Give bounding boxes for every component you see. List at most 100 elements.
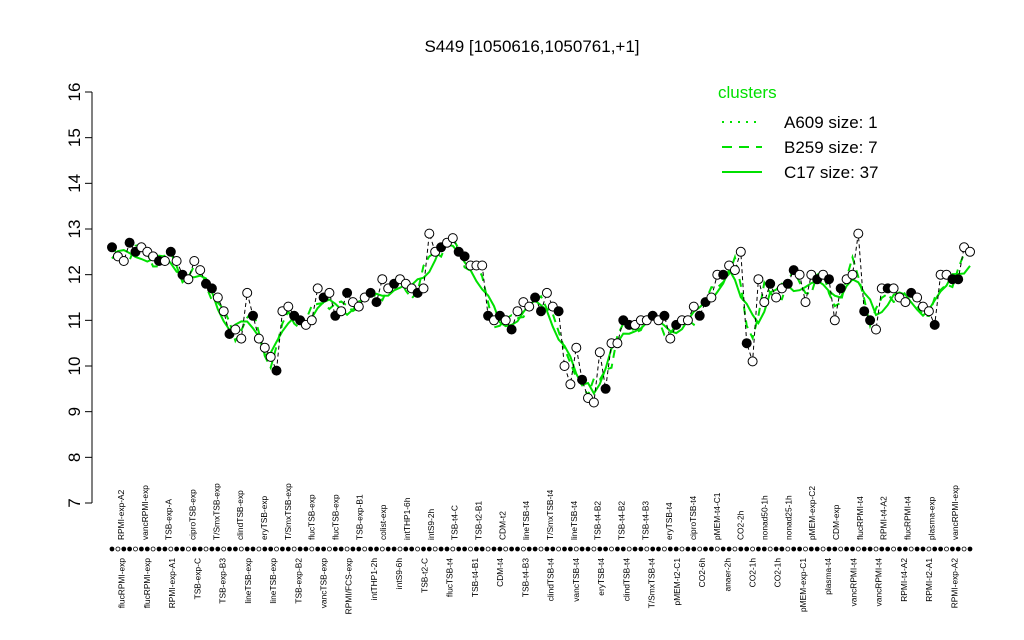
category-label: TSB-exp-B3 bbox=[218, 558, 228, 604]
data-point bbox=[183, 274, 194, 285]
rug-marker bbox=[879, 546, 885, 552]
rug-marker bbox=[109, 546, 115, 552]
legend-label-c17: C17 size: 37 bbox=[784, 163, 879, 182]
category-label: T/SmxTSB-t4 bbox=[545, 489, 555, 540]
rug-marker bbox=[309, 546, 315, 552]
rug-marker bbox=[291, 546, 297, 552]
rug-marker bbox=[274, 546, 279, 552]
category-label: TSB-t4-C bbox=[450, 505, 460, 540]
rug-marker bbox=[808, 546, 814, 552]
rug-marker bbox=[515, 546, 520, 552]
rug-marker bbox=[303, 546, 309, 552]
category-label: TSB-t2-B1 bbox=[473, 501, 483, 540]
rug-marker bbox=[814, 546, 820, 552]
rug-marker bbox=[820, 546, 826, 552]
rug-marker bbox=[215, 546, 221, 552]
rug-marker bbox=[744, 546, 750, 552]
rug-marker bbox=[761, 546, 767, 552]
data-point bbox=[824, 274, 834, 285]
rug-marker bbox=[379, 546, 385, 552]
rug-marker bbox=[867, 546, 873, 552]
x-labels-bottom: flucRPMI-exp flucRPMI-exp RPMI-exp-A1 TSB-e… bbox=[117, 558, 960, 615]
rug-marker bbox=[897, 546, 902, 552]
data-point bbox=[588, 397, 599, 408]
data-point bbox=[953, 274, 964, 285]
category-label: vancRPMI-exp bbox=[950, 485, 960, 540]
data-point bbox=[782, 278, 793, 289]
category-label: TSB-exp-C bbox=[192, 558, 202, 599]
rug-marker bbox=[844, 546, 849, 552]
data-point bbox=[259, 342, 270, 353]
rug-marker bbox=[861, 546, 867, 552]
category-label: colist-exp bbox=[378, 504, 388, 540]
rug-marker bbox=[950, 546, 955, 552]
rug-marker bbox=[544, 546, 550, 552]
data-point bbox=[859, 306, 870, 317]
category-label: flucTSB-exp bbox=[330, 494, 340, 540]
category-label: eryTSB-t4 bbox=[596, 558, 606, 596]
category-label: vancRPMI-t4 bbox=[848, 558, 858, 607]
data-point bbox=[847, 269, 858, 280]
rug-marker bbox=[315, 546, 321, 552]
rug-marker bbox=[603, 546, 608, 552]
rug-marker bbox=[197, 546, 203, 552]
category-label: ciproTSB-exp bbox=[187, 489, 197, 540]
category-label: TSB-exp-B1 bbox=[354, 494, 364, 540]
y-tick-label: 12 bbox=[65, 265, 84, 284]
data-point bbox=[236, 333, 247, 344]
category-label: flucRPMI-t4 bbox=[855, 496, 865, 540]
category-label: ciproTSB-t4 bbox=[688, 495, 698, 540]
category-label: nonad50-1h bbox=[759, 495, 769, 540]
data-point bbox=[218, 306, 229, 317]
data-point bbox=[871, 324, 881, 335]
category-label: clindTSB-exp bbox=[235, 490, 245, 540]
rug-marker bbox=[967, 546, 973, 552]
rug-marker bbox=[556, 546, 561, 552]
category-label: RPMI-t2-A1 bbox=[924, 558, 934, 602]
rug-marker bbox=[444, 546, 450, 552]
data-point bbox=[682, 315, 693, 326]
rug-marker bbox=[144, 546, 150, 552]
data-point bbox=[800, 297, 811, 308]
rug-marker bbox=[908, 546, 914, 552]
data-point bbox=[418, 283, 429, 294]
category-label: RPMI-t4-A2 bbox=[879, 496, 889, 540]
data-point bbox=[371, 297, 382, 308]
series-polyline bbox=[111, 233, 971, 404]
legend-title: clusters bbox=[718, 83, 777, 102]
rug-marker bbox=[903, 546, 908, 552]
data-point bbox=[524, 301, 535, 312]
data-point bbox=[659, 310, 670, 321]
data-point bbox=[242, 287, 253, 298]
rug-marker bbox=[826, 546, 832, 552]
category-label: RPMI-exp-A2 bbox=[949, 558, 959, 609]
rug-marker bbox=[362, 546, 368, 552]
rug-marker bbox=[150, 546, 156, 552]
category-label: eryTSB-exp bbox=[259, 495, 269, 540]
data-point bbox=[571, 342, 582, 353]
rug-marker bbox=[238, 546, 244, 552]
rug-marker bbox=[838, 546, 844, 552]
rug-marker bbox=[573, 546, 579, 552]
category-label: TSB-exp-A bbox=[164, 499, 174, 540]
data-point bbox=[965, 246, 975, 257]
data-point bbox=[929, 319, 940, 330]
data-point bbox=[753, 274, 764, 285]
data-point bbox=[459, 251, 470, 262]
data-point bbox=[253, 333, 264, 344]
rug-marker bbox=[268, 546, 274, 552]
rug-marker bbox=[855, 546, 861, 552]
data-point bbox=[665, 333, 676, 344]
rug-marker bbox=[403, 546, 409, 552]
data-point bbox=[165, 246, 176, 257]
data-point bbox=[107, 242, 117, 253]
rug-marker bbox=[162, 546, 168, 552]
category-label: flucRPMI-t4 bbox=[902, 496, 912, 540]
category-label: lineTSB-t4 bbox=[569, 501, 579, 540]
data-point bbox=[865, 315, 876, 326]
cluster-line-b259 bbox=[111, 236, 971, 398]
rug-marker bbox=[803, 546, 808, 552]
rug-marker bbox=[779, 546, 785, 552]
rug-marker bbox=[662, 546, 667, 552]
rug-marker bbox=[326, 546, 332, 552]
